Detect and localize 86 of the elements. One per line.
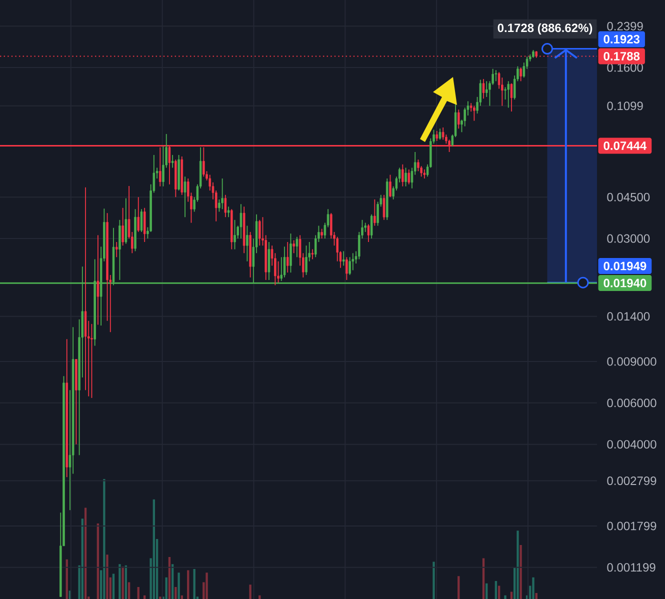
candlestick — [184, 176, 186, 218]
candlestick — [122, 207, 124, 246]
bar — [178, 572, 180, 599]
candlestick — [382, 194, 386, 220]
candlestick — [292, 240, 295, 254]
candlestick — [246, 225, 248, 262]
candlestick — [408, 169, 410, 185]
bar — [187, 570, 190, 599]
y-tick-label: 0.002799 — [607, 476, 656, 486]
candlestick — [234, 219, 236, 250]
bar — [193, 568, 196, 599]
candlestick — [171, 154, 174, 168]
bar — [122, 566, 124, 599]
candlestick — [305, 245, 308, 276]
bar — [486, 583, 488, 599]
bar — [174, 586, 177, 599]
candlestick — [90, 323, 93, 398]
candlestick — [404, 167, 407, 187]
y-tick-label: 0.03000 — [607, 234, 650, 243]
candlestick — [224, 194, 227, 218]
candlestick — [115, 242, 118, 258]
candlestick — [348, 256, 351, 276]
candlestick — [482, 78, 485, 100]
bar — [206, 572, 208, 599]
candlestick — [296, 236, 298, 258]
candlestick — [240, 204, 242, 239]
candlestick — [227, 206, 230, 218]
candlestick — [143, 207, 146, 242]
y-tick-label: 0.01400 — [607, 312, 650, 321]
candlestick — [258, 219, 261, 246]
y-tick-label: 0.2399 — [607, 22, 643, 30]
candlestick — [473, 105, 476, 122]
y-tick-label: 0.001799 — [607, 522, 656, 530]
candlestick — [124, 198, 128, 244]
bar — [118, 564, 121, 599]
candlestick — [290, 233, 292, 274]
candlestick — [494, 70, 498, 82]
bar — [535, 592, 538, 599]
candlestick — [352, 252, 354, 271]
bar — [112, 574, 115, 599]
candlestick — [268, 242, 270, 280]
candlestick — [320, 228, 323, 239]
candlestick — [140, 208, 143, 232]
candlestick — [96, 234, 100, 326]
bar — [494, 580, 498, 599]
ref-line-label: 0.01940 — [604, 278, 646, 288]
ref-line-label: 0.1788 — [604, 52, 640, 60]
candlestick — [402, 164, 404, 187]
y-tick-label: 0.04500 — [607, 192, 650, 202]
candlestick — [458, 109, 460, 130]
candlestick — [367, 224, 370, 242]
candlestick — [286, 242, 289, 274]
bar — [532, 577, 534, 599]
candlestick — [423, 169, 426, 179]
candlestick — [507, 80, 510, 108]
candlestick — [346, 256, 348, 280]
ref-line-label: 0.07444 — [604, 141, 647, 150]
y-tick-label: 0.1099 — [607, 102, 643, 110]
y-tick-label: 0.004000 — [607, 440, 656, 449]
candlestick — [311, 248, 314, 260]
candlestick — [438, 128, 442, 140]
candlestick — [118, 219, 121, 280]
candlestick — [374, 198, 376, 226]
bar — [249, 584, 252, 599]
y-tick-label: 0.006000 — [607, 398, 656, 408]
candlestick — [342, 250, 345, 266]
text: 0.01949 — [604, 262, 646, 270]
bar — [165, 577, 168, 599]
candlestick — [442, 127, 444, 140]
bar — [498, 586, 500, 599]
candlestick — [137, 196, 140, 232]
candlestick — [520, 67, 522, 82]
bar — [504, 595, 506, 599]
candlestick — [436, 130, 438, 142]
bar — [516, 530, 519, 599]
band-label: 0.1728 (886.62%) — [498, 23, 592, 35]
text: 0.1923 — [604, 34, 640, 44]
candlestick — [389, 174, 392, 198]
candlestick — [370, 214, 373, 239]
y-tick-label: 0.001199 — [607, 563, 656, 572]
bar — [458, 576, 460, 599]
candlestick — [510, 82, 513, 112]
bar — [137, 586, 140, 599]
y-tick-label: 0.009000 — [607, 357, 656, 366]
candlestick — [283, 246, 286, 278]
candlestick — [221, 178, 224, 210]
